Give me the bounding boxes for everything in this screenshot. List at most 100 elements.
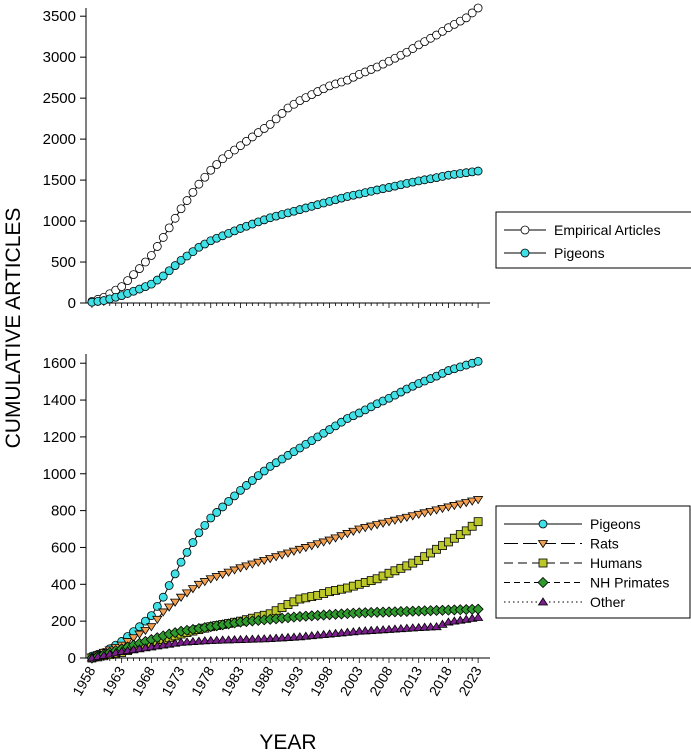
data-point [199, 578, 211, 587]
data-point [206, 165, 216, 175]
series-empirical-articles [87, 3, 483, 306]
data-point [300, 544, 312, 553]
legend-marker [538, 558, 548, 568]
data-point [158, 608, 169, 617]
data-point [318, 538, 329, 547]
x-tick-label: 1963 [99, 663, 129, 698]
data-point [461, 13, 471, 23]
data-point [129, 270, 138, 279]
data-point [264, 555, 276, 564]
legend-label: Pigeons [554, 245, 605, 261]
data-point [241, 562, 252, 571]
y-tick-label: 1000 [43, 213, 76, 230]
data-point [224, 150, 233, 159]
data-point [419, 509, 430, 518]
data-point [218, 154, 228, 164]
data-point [146, 251, 156, 260]
y-tick-label: 1400 [43, 392, 76, 409]
data-point [306, 542, 317, 551]
y-tick-label: 200 [51, 613, 76, 630]
series-other [86, 612, 484, 662]
chart-panel-1: 0 500 1000 1500 2000 2500 3000 3500 Empirical Ar… [43, 3, 691, 312]
legend-box [495, 505, 691, 619]
y-tick-label: 1600 [43, 355, 76, 372]
chart-panel-2: 0 200 400 600 800 1000 1200 1400 1600 1958 1963 196… [43, 354, 691, 698]
data-point [229, 566, 240, 575]
legend-label: Empirical Articles [554, 222, 661, 238]
y-tick-label: 0 [68, 650, 76, 667]
data-point [236, 485, 245, 495]
data-point [467, 521, 477, 531]
data-point [200, 520, 210, 530]
data-point [253, 471, 263, 481]
data-point [431, 506, 442, 515]
data-point [473, 3, 483, 13]
data-point [242, 136, 251, 146]
y-tick-label: 1000 [43, 466, 76, 483]
data-point [117, 282, 127, 292]
data-point [348, 527, 359, 536]
data-point [205, 575, 216, 584]
series-pigeons [87, 166, 483, 307]
data-point [466, 497, 478, 506]
data-point [473, 517, 483, 527]
data-point [443, 503, 454, 512]
y-tick-label: 800 [51, 503, 76, 520]
x-tick-label: 1968 [129, 663, 159, 698]
y-tick-label: 3000 [43, 49, 76, 66]
data-point [170, 261, 180, 270]
data-point [212, 508, 222, 517]
legend: Empirical Articles Pigeons [495, 211, 691, 269]
data-point [176, 255, 186, 265]
data-point [146, 623, 157, 632]
data-point [437, 504, 448, 514]
legend-marker [537, 540, 549, 549]
x-tick-label: 1973 [158, 663, 188, 698]
data-point [135, 264, 144, 273]
data-point [259, 466, 269, 476]
data-point [407, 512, 418, 521]
series-rats [86, 496, 484, 662]
data-point [152, 615, 163, 625]
x-tick-label: 2008 [366, 663, 396, 698]
data-point [472, 612, 484, 621]
y-axis-title: CUMULATIVE ARTICLES [2, 208, 25, 449]
data-point [389, 516, 401, 525]
data-point [169, 598, 181, 607]
data-point [467, 8, 477, 18]
data-point [449, 502, 460, 511]
data-point [247, 476, 257, 485]
data-point [158, 271, 168, 281]
data-point [294, 545, 306, 555]
data-point [472, 603, 484, 615]
data-point [182, 196, 192, 205]
data-point [194, 179, 204, 189]
data-point [146, 279, 156, 289]
data-point [377, 519, 389, 528]
x-tick-label: 2018 [426, 663, 456, 698]
data-point [282, 549, 294, 558]
y-tick-label: 400 [51, 576, 76, 593]
data-point [247, 560, 258, 569]
data-point [425, 507, 436, 517]
legend-marker [520, 248, 530, 258]
legend-box [495, 211, 691, 269]
data-point [134, 630, 145, 639]
data-point [158, 592, 168, 602]
data-point [140, 626, 151, 636]
legend-label: Pigeons [590, 516, 641, 532]
series-pigeons [87, 356, 483, 661]
data-point [235, 564, 246, 573]
data-point [455, 500, 466, 509]
x-tick-label: 1988 [247, 663, 277, 698]
data-point [230, 145, 239, 155]
y-tick-label: 2000 [43, 131, 76, 148]
x-tick-label: 2003 [336, 663, 366, 698]
x-tick-label: 1958 [69, 663, 99, 698]
data-point [164, 223, 174, 233]
legend-label: Humans [590, 555, 642, 571]
data-point [188, 247, 198, 257]
legend-label: Rats [590, 536, 619, 552]
data-point [230, 491, 239, 501]
